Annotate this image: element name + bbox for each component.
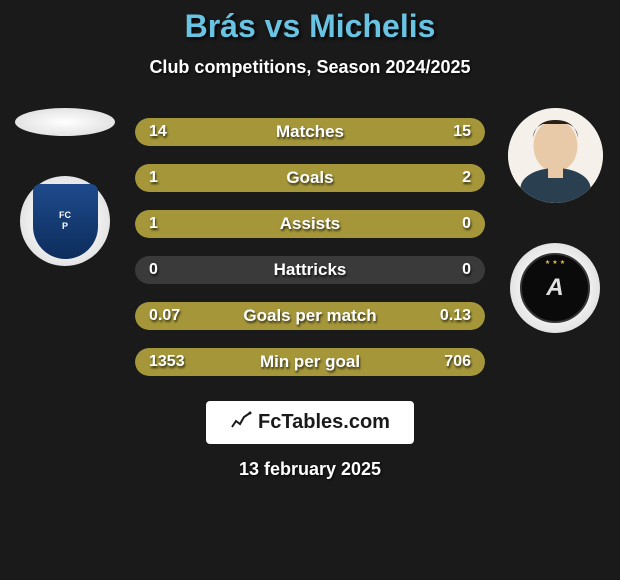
stat-label: Goals (286, 168, 333, 188)
stat-value-left: 0.07 (149, 307, 180, 325)
stat-value-right: 15 (453, 123, 471, 141)
stat-label: Matches (276, 122, 344, 142)
stat-value-left: 1 (149, 215, 158, 233)
stat-value-right: 706 (444, 353, 471, 371)
stat-value-left: 14 (149, 123, 167, 141)
left-player-column: FCP (15, 108, 115, 266)
player-face-icon (508, 108, 603, 203)
stat-value-left: 0 (149, 261, 158, 279)
right-player-column: ★★★ A (505, 108, 605, 333)
content-area: FCP 14 15 Matches 1 2 Goals 1 0 Assists 0 0 Hattric… (0, 108, 620, 376)
stat-row: 1 2 Goals (135, 164, 485, 192)
stat-label: Hattricks (274, 260, 347, 280)
chart-icon (230, 411, 252, 434)
stat-row: 0.07 0.13 Goals per match (135, 302, 485, 330)
stat-label: Goals per match (243, 306, 376, 326)
stat-value-left: 1 (149, 169, 158, 187)
stat-value-right: 0 (462, 215, 471, 233)
stat-value-right: 0.13 (440, 307, 471, 325)
page-title: Brás vs Michelis (185, 8, 436, 45)
stats-column: 14 15 Matches 1 2 Goals 1 0 Assists 0 0 Hattricks 0.… (115, 118, 505, 376)
footer-brand: FcTables.com (206, 401, 414, 444)
stat-row: 1353 706 Min per goal (135, 348, 485, 376)
stat-value-left: 1353 (149, 353, 185, 371)
academico-text: A (546, 274, 563, 302)
stat-value-right: 2 (462, 169, 471, 187)
club-right-logo: ★★★ A (510, 243, 600, 333)
footer-brand-text: FcTables.com (258, 411, 390, 434)
date: 13 february 2025 (239, 459, 381, 480)
player-left-photo (15, 108, 115, 136)
academico-stars: ★★★ (545, 259, 565, 266)
porto-shield: FCP (33, 184, 98, 259)
porto-text: FCP (59, 210, 71, 232)
stat-label: Assists (280, 214, 340, 234)
club-left-logo: FCP (20, 176, 110, 266)
player-right-photo (508, 108, 603, 203)
stat-label: Min per goal (260, 352, 360, 372)
stat-value-right: 0 (462, 261, 471, 279)
academico-shield: ★★★ A (520, 253, 590, 323)
comparison-card: Brás vs Michelis Club competitions, Seas… (0, 0, 620, 580)
subtitle: Club competitions, Season 2024/2025 (149, 57, 470, 78)
stat-row: 0 0 Hattricks (135, 256, 485, 284)
stat-row: 1 0 Assists (135, 210, 485, 238)
stat-row: 14 15 Matches (135, 118, 485, 146)
